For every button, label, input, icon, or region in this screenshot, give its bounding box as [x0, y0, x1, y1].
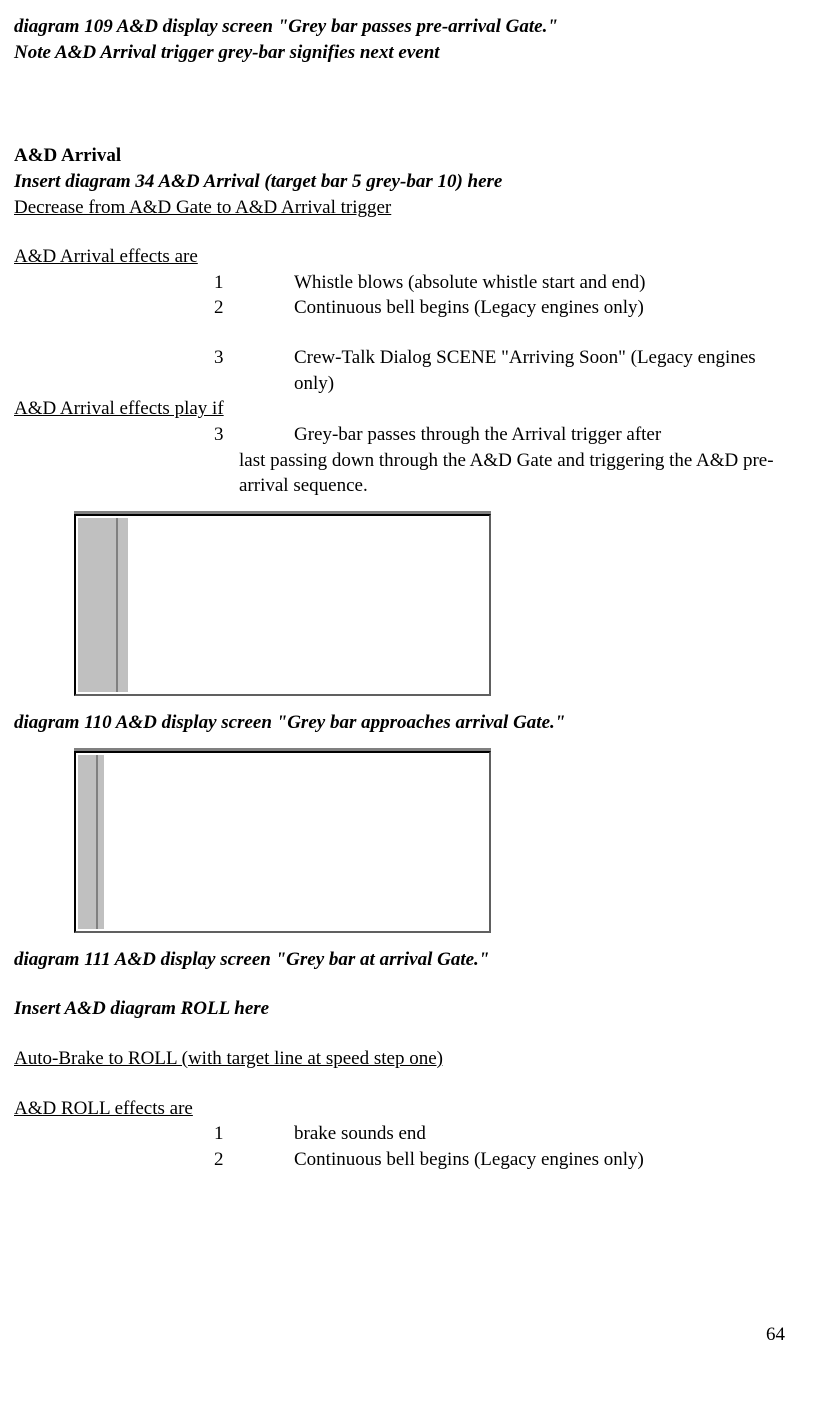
diagram-111 [74, 748, 494, 933]
grey-line [116, 518, 118, 692]
effect-text: Whistle blows (absolute whistle start an… [294, 270, 795, 296]
diagram-109-note: Note A&D Arrival trigger grey-bar signif… [14, 40, 795, 66]
roll-effect-number: 2 [214, 1147, 294, 1173]
effect-text: Continuous bell begins (Legacy engines o… [294, 295, 795, 321]
autobrake-text: Auto-Brake to ROLL (with target line at … [14, 1046, 795, 1072]
diagram-frame [74, 751, 491, 933]
effect-number: 1 [214, 270, 294, 296]
insert-roll-diagram: Insert A&D diagram ROLL here [14, 996, 795, 1022]
diagram-110 [74, 511, 494, 696]
roll-effect-row: 2 Continuous bell begins (Legacy engines… [214, 1147, 795, 1173]
diagram-frame [74, 514, 491, 696]
effect-row: 3 Crew-Talk Dialog SCENE "Arriving Soon"… [214, 345, 795, 396]
diagram-109-caption: diagram 109 A&D display screen "Grey bar… [14, 14, 795, 40]
roll-effects-header: A&D ROLL effects are [14, 1096, 795, 1122]
effect-number: 3 [214, 345, 294, 396]
diagram-111-caption: diagram 111 A&D display screen "Grey bar… [14, 947, 795, 973]
roll-effect-number: 1 [214, 1121, 294, 1147]
grey-line [96, 755, 98, 929]
grey-bar [78, 518, 128, 692]
playif-text-line2: last passing down through the A&D Gate a… [239, 448, 795, 499]
arrival-effects-header: A&D Arrival effects are [14, 244, 795, 270]
effect-text: Crew-Talk Dialog SCENE "Arriving Soon" (… [294, 345, 795, 396]
roll-effect-text: Continuous bell begins (Legacy engines o… [294, 1147, 795, 1173]
effect-number: 2 [214, 295, 294, 321]
playif-row: 3 Grey-bar passes through the Arrival tr… [214, 422, 795, 448]
diagram-110-caption: diagram 110 A&D display screen "Grey bar… [14, 710, 795, 736]
playif-text-line1: Grey-bar passes through the Arrival trig… [294, 422, 795, 448]
playif-header: A&D Arrival effects play if [14, 396, 795, 422]
decrease-text: Decrease from A&D Gate to A&D Arrival tr… [14, 195, 795, 221]
effect-row: 2 Continuous bell begins (Legacy engines… [214, 295, 795, 321]
grey-bar [78, 755, 104, 929]
roll-effect-row: 1 brake sounds end [214, 1121, 795, 1147]
page-number: 64 [766, 1324, 785, 1346]
roll-effect-text: brake sounds end [294, 1121, 795, 1147]
insert-diagram-34: Insert diagram 34 A&D Arrival (target ba… [14, 169, 795, 195]
effect-row: 1 Whistle blows (absolute whistle start … [214, 270, 795, 296]
section-title: A&D Arrival [14, 143, 795, 169]
playif-number: 3 [214, 422, 294, 448]
